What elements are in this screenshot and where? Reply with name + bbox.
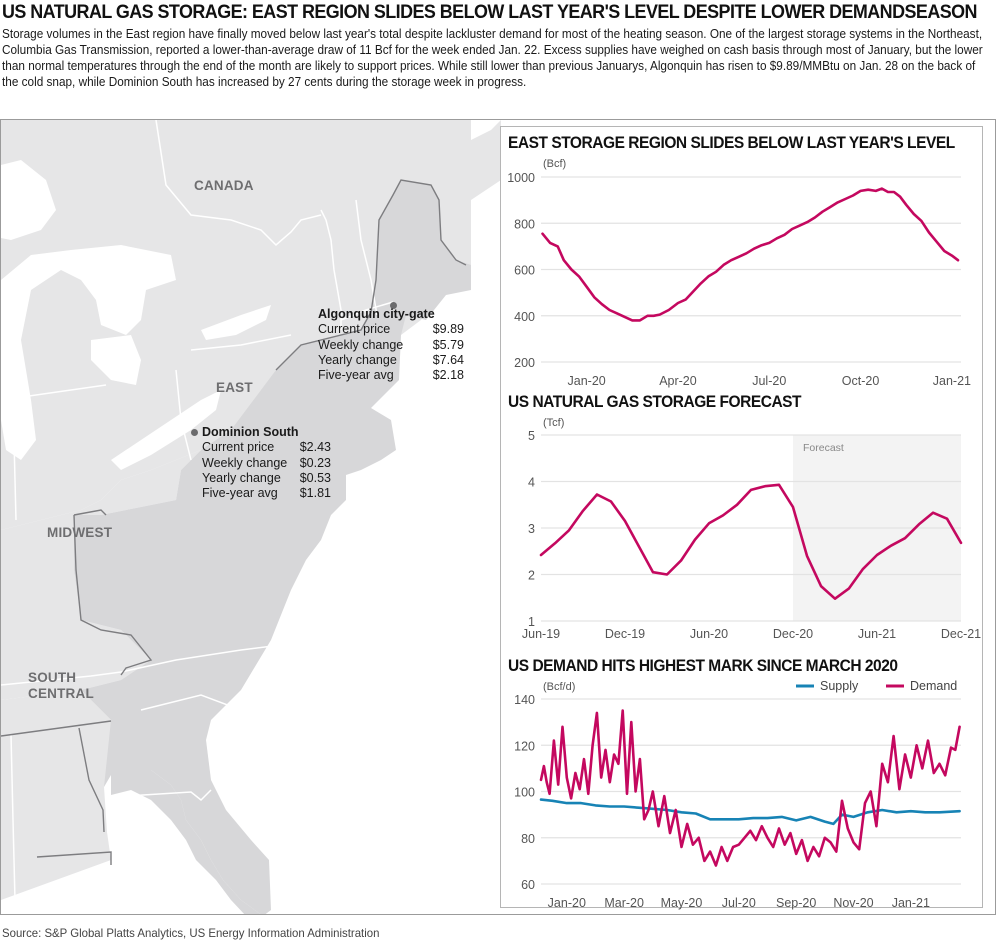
y-tick-label: 4 (528, 476, 535, 490)
florida-landmass (111, 770, 261, 914)
y-tick-label: 60 (521, 878, 535, 892)
y-tick-label: 400 (514, 310, 535, 324)
hub-algonquin: Algonquin city-gate Current price $9.89 W… (318, 307, 464, 383)
y-tick-label: 200 (514, 356, 535, 370)
hub-row: Five-year avg $1.81 (202, 486, 331, 501)
chart-title-demand: US DEMAND HITS HIGHEST MARK SINCE MARCH … (508, 657, 898, 675)
x-tick-label: Jul-20 (752, 374, 786, 388)
region-label-canada: CANADA (194, 178, 254, 193)
y-tick-label: 140 (514, 693, 535, 707)
x-tick-label: Jan-21 (892, 896, 930, 910)
x-tick-label: Jan-20 (568, 374, 606, 388)
region-label-south-central: SOUTH CENTRAL (28, 670, 94, 702)
source-note: Source: S&P Global Platts Analytics, US … (2, 926, 380, 940)
algonquin-hub-marker[interactable] (390, 302, 397, 309)
x-tick-label: Jun-19 (522, 627, 560, 641)
y-tick-label: 1 (528, 615, 535, 629)
hub-row: Current price $2.43 (202, 440, 331, 455)
midwest-landmass (1, 450, 201, 700)
x-tick-label: Jun-21 (858, 627, 896, 641)
x-tick-label: May-20 (661, 896, 703, 910)
headline: US NATURAL GAS STORAGE: EAST REGION SLID… (2, 1, 978, 23)
graphic-frame: CANADA EAST MIDWEST SOUTH CENTRAL Algonq… (0, 119, 996, 915)
hub-row: Yearly change $0.53 (202, 470, 331, 485)
series-line-demand (539, 709, 961, 867)
hub-row: Yearly change $7.64 (318, 352, 464, 367)
legend-label-supply: Supply (820, 679, 859, 693)
x-tick-label: Jul-20 (722, 896, 756, 910)
region-label-midwest: MIDWEST (47, 525, 113, 540)
state-borders (1, 120, 394, 901)
y-tick-label: 3 (528, 522, 535, 536)
hub-row: Weekly change $0.23 (202, 455, 331, 470)
region-label-central: CENTRAL (28, 686, 94, 701)
chart-supply-demand: 60 80 100 120 140 (Bcf/d) Jan-20 Mar-20 May-20 Ju… (514, 679, 961, 910)
region-label-south: SOUTH (28, 670, 77, 685)
hub-name: Algonquin city-gate (318, 307, 435, 321)
y-tick-label: 800 (514, 217, 535, 231)
chart-title-east-storage: EAST STORAGE REGION SLIDES BELOW LAST YE… (508, 134, 955, 152)
x-tick-label: Nov-20 (833, 896, 873, 910)
great-lakes (1, 160, 271, 470)
chart-east-storage: 200 400 600 800 1000 (Bcf) Jan-20 Apr-20 Jul-20 O… (507, 158, 971, 388)
legend-label-demand: Demand (910, 679, 957, 693)
y-tick-label: 120 (514, 739, 535, 753)
charts-panel: EAST STORAGE REGION SLIDES BELOW LAST YE… (500, 126, 983, 910)
x-tick-label: Dec-19 (605, 627, 645, 641)
y-tick-label: 80 (521, 832, 535, 846)
chart-storage-forecast: Forecast 1 2 3 4 5 (Tcf) Jun-19 Dec-19 Jun-20 Dec-… (522, 417, 981, 641)
dek-paragraph: Storage volumes in the East region have … (2, 27, 983, 89)
x-tick-label: Jun-20 (690, 627, 728, 641)
chart-title-storage-forecast: US NATURAL GAS STORAGE FORECAST (508, 393, 802, 411)
hub-name: Dominion South (202, 425, 299, 439)
x-tick-label: Dec-20 (773, 627, 813, 641)
hub-row: Current price $9.89 (318, 322, 464, 337)
region-borders (1, 179, 467, 865)
x-tick-label: Jan-21 (933, 374, 971, 388)
x-tick-label: Sep-20 (776, 896, 816, 910)
east-region-landmass (74, 180, 471, 914)
series-line-east-storage (541, 187, 960, 322)
y-axis-unit: (Tcf) (543, 417, 564, 429)
x-tick-label: Mar-20 (604, 896, 644, 910)
forecast-label: Forecast (803, 442, 844, 454)
region-label-east: EAST (216, 380, 253, 395)
y-axis-unit: (Bcf/d) (543, 681, 575, 693)
y-tick-label: 600 (514, 264, 535, 278)
series-line-supply (539, 798, 961, 826)
y-axis-unit: (Bcf) (543, 158, 566, 170)
y-tick-label: 100 (514, 786, 535, 800)
y-tick-label: 2 (528, 569, 535, 583)
x-tick-label: Oct-20 (842, 374, 880, 388)
hub-row: Five-year avg $2.18 (318, 368, 464, 383)
x-tick-label: Jan-20 (548, 896, 586, 910)
x-tick-label: Apr-20 (659, 374, 697, 388)
dominion-hub-marker[interactable] (191, 429, 198, 437)
hub-row: Weekly change $5.79 (318, 337, 464, 352)
y-tick-label: 1000 (507, 171, 535, 185)
hub-dominion-south: Dominion South Current price $2.43 Weekly… (191, 425, 331, 501)
series-line-us-storage (539, 483, 963, 600)
south-central-landmass (1, 690, 111, 900)
x-tick-label: Dec-21 (941, 627, 981, 641)
y-tick-label: 5 (528, 429, 535, 443)
